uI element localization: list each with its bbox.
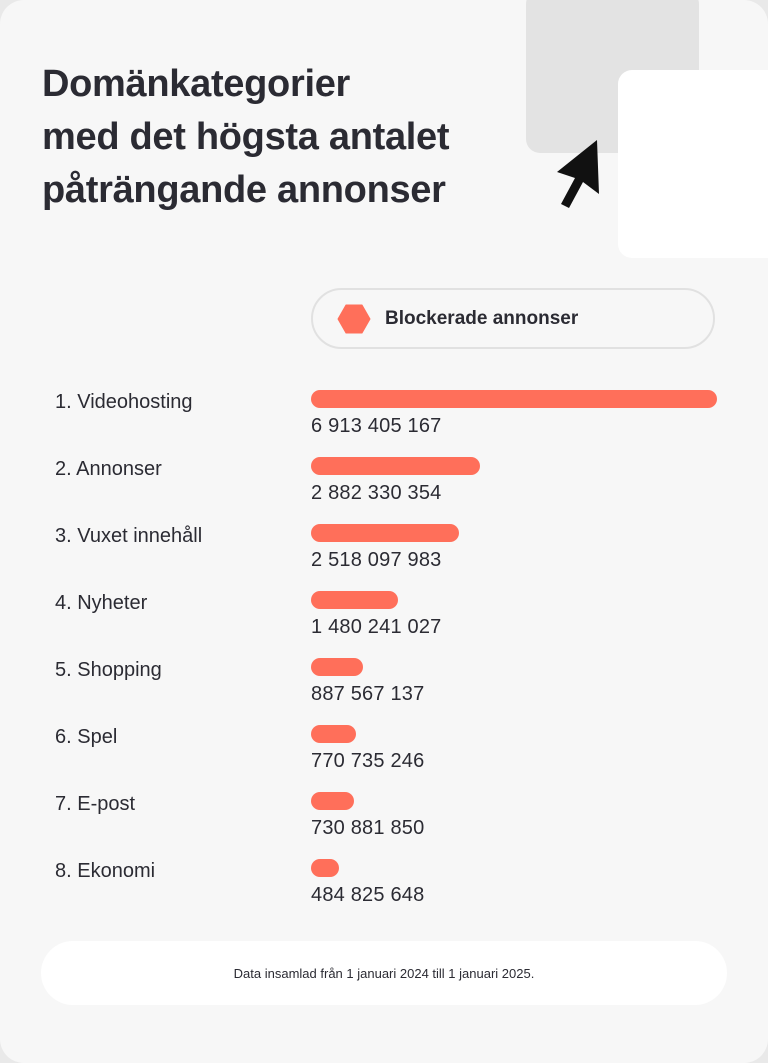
data-value-label: 887 567 137 bbox=[311, 683, 425, 705]
category-label: 5. Shopping bbox=[55, 659, 162, 681]
data-value-label: 484 825 648 bbox=[311, 884, 425, 906]
data-value-label: 730 881 850 bbox=[311, 817, 425, 839]
data-value-label: 2 882 330 354 bbox=[311, 482, 442, 504]
chart-legend: Blockerade annonser bbox=[311, 288, 715, 349]
page-title: Domänkategorier med det högsta antalet p… bbox=[42, 58, 512, 218]
data-bar bbox=[311, 457, 480, 475]
category-label: 7. E-post bbox=[55, 793, 136, 815]
data-value-label: 770 735 246 bbox=[311, 750, 425, 772]
data-bar bbox=[311, 859, 339, 877]
category-label: 6. Spel bbox=[55, 726, 118, 748]
data-bar bbox=[311, 524, 459, 542]
category-label: 8. Ekonomi bbox=[55, 860, 156, 882]
cursor-arrow-icon bbox=[557, 140, 599, 208]
title-line-2: med det högsta antalet bbox=[42, 116, 450, 159]
footer-note: Data insamlad från 1 januari 2024 till 1… bbox=[41, 941, 727, 1005]
category-label: 3. Vuxet innehåll bbox=[55, 525, 203, 547]
legend-label: Blockerade annonser bbox=[385, 307, 579, 329]
data-bar bbox=[311, 725, 356, 743]
category-label: 1. Videohosting bbox=[55, 391, 193, 413]
hexagon-icon bbox=[337, 304, 371, 333]
data-bar bbox=[311, 591, 398, 609]
data-bar bbox=[311, 792, 354, 810]
category-label: 4. Nyheter bbox=[55, 592, 148, 614]
data-value-label: 2 518 097 983 bbox=[311, 549, 442, 571]
data-bar bbox=[311, 658, 363, 676]
data-value-label: 1 480 241 027 bbox=[311, 616, 442, 638]
data-value-label: 6 913 405 167 bbox=[311, 415, 442, 437]
browser-window-icon bbox=[618, 70, 768, 258]
data-bar bbox=[311, 390, 717, 408]
title-line-3: påträngande annonser bbox=[42, 169, 446, 212]
title-line-1: Domänkategorier bbox=[42, 63, 351, 105]
category-label: 2. Annonser bbox=[55, 458, 162, 480]
